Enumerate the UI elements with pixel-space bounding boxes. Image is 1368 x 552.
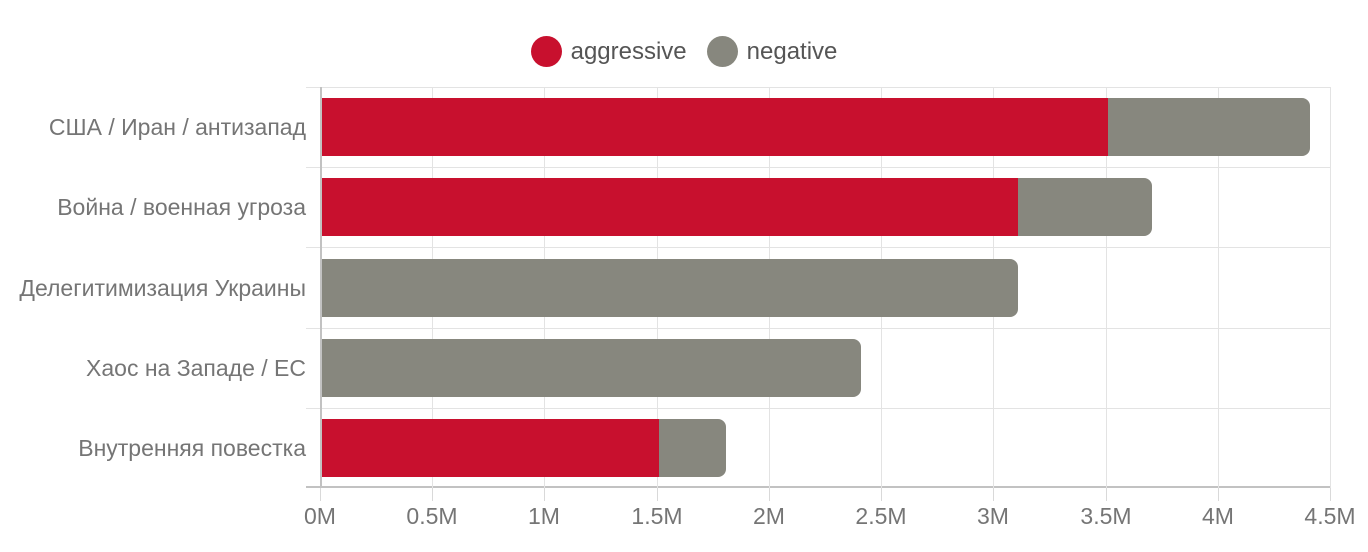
value-tick-label: 3M — [977, 503, 1009, 529]
row-gridline — [306, 167, 1330, 168]
value-tick-label: 3.5M — [1080, 503, 1132, 529]
bar-segment-aggressive — [322, 98, 1108, 156]
value-tick-label: 1M — [528, 503, 560, 529]
axis-tick-mark — [320, 488, 321, 501]
x-axis-line — [306, 486, 1330, 488]
row-gridline — [306, 87, 1330, 88]
value-gridline — [1106, 87, 1107, 488]
category-label: Делегитимизация Украины — [19, 275, 306, 301]
legend-swatch-icon — [530, 36, 562, 67]
bar-segment-negative — [322, 339, 861, 397]
value-tick-label: 4M — [1202, 503, 1234, 529]
bar-segment-negative — [322, 259, 1018, 317]
legend-item-aggressive[interactable]: aggressive — [530, 36, 687, 67]
value-tick-label: 1.5M — [631, 503, 683, 529]
value-tick-label: 0M — [304, 503, 336, 529]
value-tick-label: 2M — [753, 503, 785, 529]
bar-row — [322, 419, 726, 477]
value-gridline — [1330, 87, 1331, 488]
row-gridline — [306, 408, 1330, 409]
category-label: США / Иран / антизапад — [48, 114, 306, 140]
axis-tick-mark — [544, 488, 545, 501]
bar-segment-negative — [658, 419, 726, 477]
bar-segment-aggressive — [322, 419, 659, 477]
bar-row — [322, 339, 861, 397]
axis-tick-mark — [1218, 488, 1219, 501]
legend-label: negative — [746, 37, 838, 65]
legend-item-negative[interactable]: negative — [706, 36, 838, 67]
value-gridline — [1218, 87, 1219, 488]
bar-row — [322, 98, 1310, 156]
axis-tick-mark — [769, 488, 770, 501]
bar-segment-negative — [1017, 178, 1153, 236]
bar-row — [322, 178, 1153, 236]
row-gridline — [306, 247, 1330, 248]
axis-tick-mark — [993, 488, 994, 501]
legend-swatch-icon — [706, 36, 738, 67]
axis-tick-mark — [881, 488, 882, 501]
bar-segment-aggressive — [322, 178, 1018, 236]
bar-row — [322, 259, 1018, 317]
category-label: Хаос на Западе / ЕС — [86, 355, 306, 381]
legend-label: aggressive — [570, 37, 687, 65]
axis-tick-mark — [657, 488, 658, 501]
value-tick-label: 2.5M — [855, 503, 907, 529]
axis-tick-mark — [432, 488, 433, 501]
value-tick-label: 0.5M — [406, 503, 458, 529]
bar-segment-negative — [1107, 98, 1310, 156]
row-gridline — [306, 328, 1330, 329]
value-tick-label: 4.5M — [1304, 503, 1356, 529]
axis-tick-mark — [1330, 488, 1331, 501]
category-label: Внутренняя повестка — [78, 435, 306, 461]
plot-area — [306, 87, 1331, 501]
y-axis-line — [320, 87, 322, 488]
category-label: Война / военная угроза — [57, 194, 306, 220]
chart-legend: aggressive negative — [0, 36, 1368, 67]
axis-tick-mark — [1106, 488, 1107, 501]
